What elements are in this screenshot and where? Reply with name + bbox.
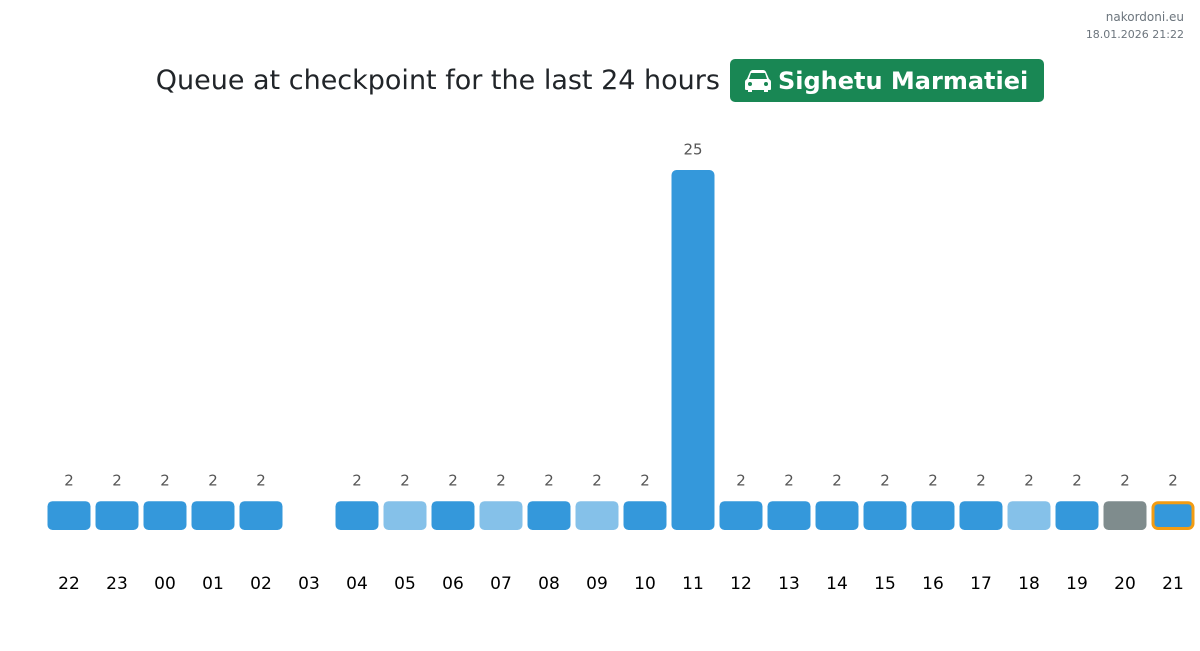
checkpoint-badge: Sighetu Marmatiei	[729, 59, 1045, 102]
meta: nakordoni.eu 18.01.2026 21:22	[1086, 9, 1184, 43]
x-tick-label: 21	[1162, 574, 1184, 594]
bar	[143, 501, 187, 530]
bar	[1151, 501, 1195, 531]
bar	[335, 501, 379, 530]
bar	[47, 501, 91, 530]
bar	[527, 501, 571, 530]
value-label: 2	[352, 472, 362, 490]
x-tick-label: 19	[1066, 574, 1088, 594]
value-label: 2	[160, 472, 170, 490]
bar	[95, 501, 139, 530]
bar	[1103, 501, 1147, 530]
value-label: 2	[208, 472, 218, 490]
x-tick-label: 16	[922, 574, 944, 594]
header: Queue at checkpoint for the last 24 hour…	[0, 59, 1200, 102]
bar	[863, 501, 907, 530]
value-label: 2	[976, 472, 986, 490]
value-label: 2	[832, 472, 842, 490]
bar	[719, 501, 763, 530]
value-label: 2	[496, 472, 506, 490]
bar	[383, 501, 427, 530]
x-tick-label: 07	[490, 574, 512, 594]
x-tick-label: 13	[778, 574, 800, 594]
car-icon	[744, 69, 771, 92]
x-tick-label: 12	[730, 574, 752, 594]
value-label: 2	[544, 472, 554, 490]
bar	[911, 501, 955, 530]
x-tick-label: 18	[1018, 574, 1040, 594]
x-tick-label: 08	[538, 574, 560, 594]
value-label: 2	[448, 472, 458, 490]
bar	[239, 501, 283, 530]
value-label: 2	[1072, 472, 1082, 490]
value-label: 2	[112, 472, 122, 490]
value-label: 2	[736, 472, 746, 490]
bar	[623, 501, 667, 530]
x-tick-label: 05	[394, 574, 416, 594]
x-tick-label: 15	[874, 574, 896, 594]
value-label: 2	[1120, 472, 1130, 490]
bar	[959, 501, 1003, 530]
bar	[815, 501, 859, 530]
x-tick-label: 06	[442, 574, 464, 594]
x-tick-label: 00	[154, 574, 176, 594]
value-label: 2	[400, 472, 410, 490]
value-label: 2	[640, 472, 650, 490]
value-label: 2	[928, 472, 938, 490]
bar	[479, 501, 523, 530]
chart-title: Queue at checkpoint for the last 24 hour…	[155, 65, 720, 96]
x-tick-label: 22	[58, 574, 80, 594]
site: nakordoni.eu	[1105, 10, 1184, 24]
x-tick-label: 01	[202, 574, 224, 594]
bar	[671, 170, 715, 530]
x-tick-label: 11	[682, 574, 704, 594]
bar	[431, 501, 475, 530]
value-label: 2	[784, 472, 794, 490]
x-tick-label: 04	[346, 574, 368, 594]
x-tick-label: 03	[298, 574, 320, 594]
checkpoint-name: Sighetu Marmatiei	[777, 66, 1029, 95]
bar	[767, 501, 811, 530]
value-label: 2	[1024, 472, 1034, 490]
x-tick-label: 20	[1114, 574, 1136, 594]
x-tick-label: 17	[970, 574, 992, 594]
x-tick-label: 02	[250, 574, 272, 594]
x-tick-label: 10	[634, 574, 656, 594]
value-label: 25	[683, 141, 702, 159]
x-tick-label: 23	[106, 574, 128, 594]
bar	[575, 501, 619, 530]
timestamp: 18.01.2026 21:22	[1085, 28, 1184, 41]
x-tick-label: 14	[826, 574, 848, 594]
value-label: 2	[64, 472, 74, 490]
value-label: 2	[1168, 472, 1178, 490]
bar	[1007, 501, 1051, 530]
value-label: 2	[880, 472, 890, 490]
x-tick-label: 09	[586, 574, 608, 594]
bar	[191, 501, 235, 530]
value-label: 2	[256, 472, 266, 490]
bar	[1055, 501, 1099, 530]
value-label: 2	[592, 472, 602, 490]
